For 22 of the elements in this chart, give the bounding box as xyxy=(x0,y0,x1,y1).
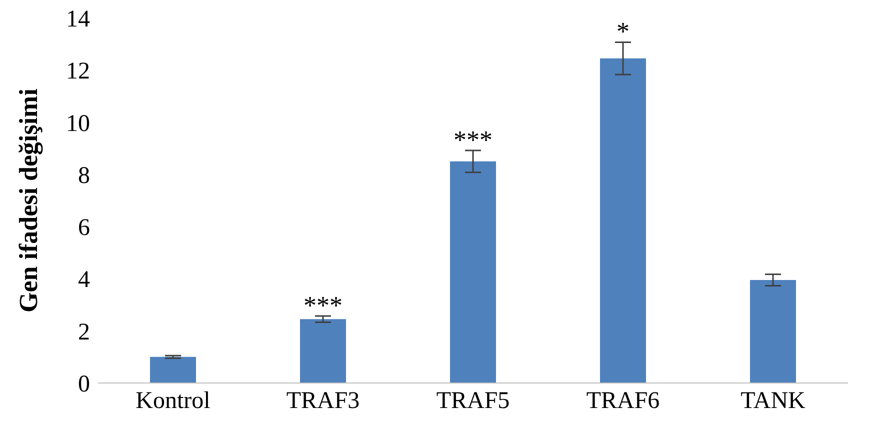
bar xyxy=(750,280,796,383)
x-tick-label: TRAF3 xyxy=(286,388,360,414)
bar xyxy=(600,58,646,383)
x-tick-label: TRAF6 xyxy=(586,388,660,414)
y-tick-label: 4 xyxy=(78,267,90,294)
y-tick-label: 2 xyxy=(78,319,90,346)
x-tick-label: TRAF5 xyxy=(436,388,510,414)
y-tick-label: 12 xyxy=(66,58,90,85)
y-tick-label: 6 xyxy=(78,215,90,242)
y-tick-label: 14 xyxy=(66,6,90,33)
y-tick-label: 8 xyxy=(78,162,90,189)
annotation: * xyxy=(616,17,630,46)
y-axis-title: Gen ifadesi değişimi xyxy=(14,88,44,312)
annotation: *** xyxy=(454,125,492,154)
x-tick-label: TANK xyxy=(740,388,806,414)
y-tick-label: 10 xyxy=(66,110,90,137)
bar xyxy=(450,161,496,383)
y-tick-label: 0 xyxy=(78,372,90,398)
bar xyxy=(150,356,196,383)
x-tick-label: Kontrol xyxy=(136,388,211,414)
bar xyxy=(300,319,346,383)
annotation: *** xyxy=(304,290,342,320)
